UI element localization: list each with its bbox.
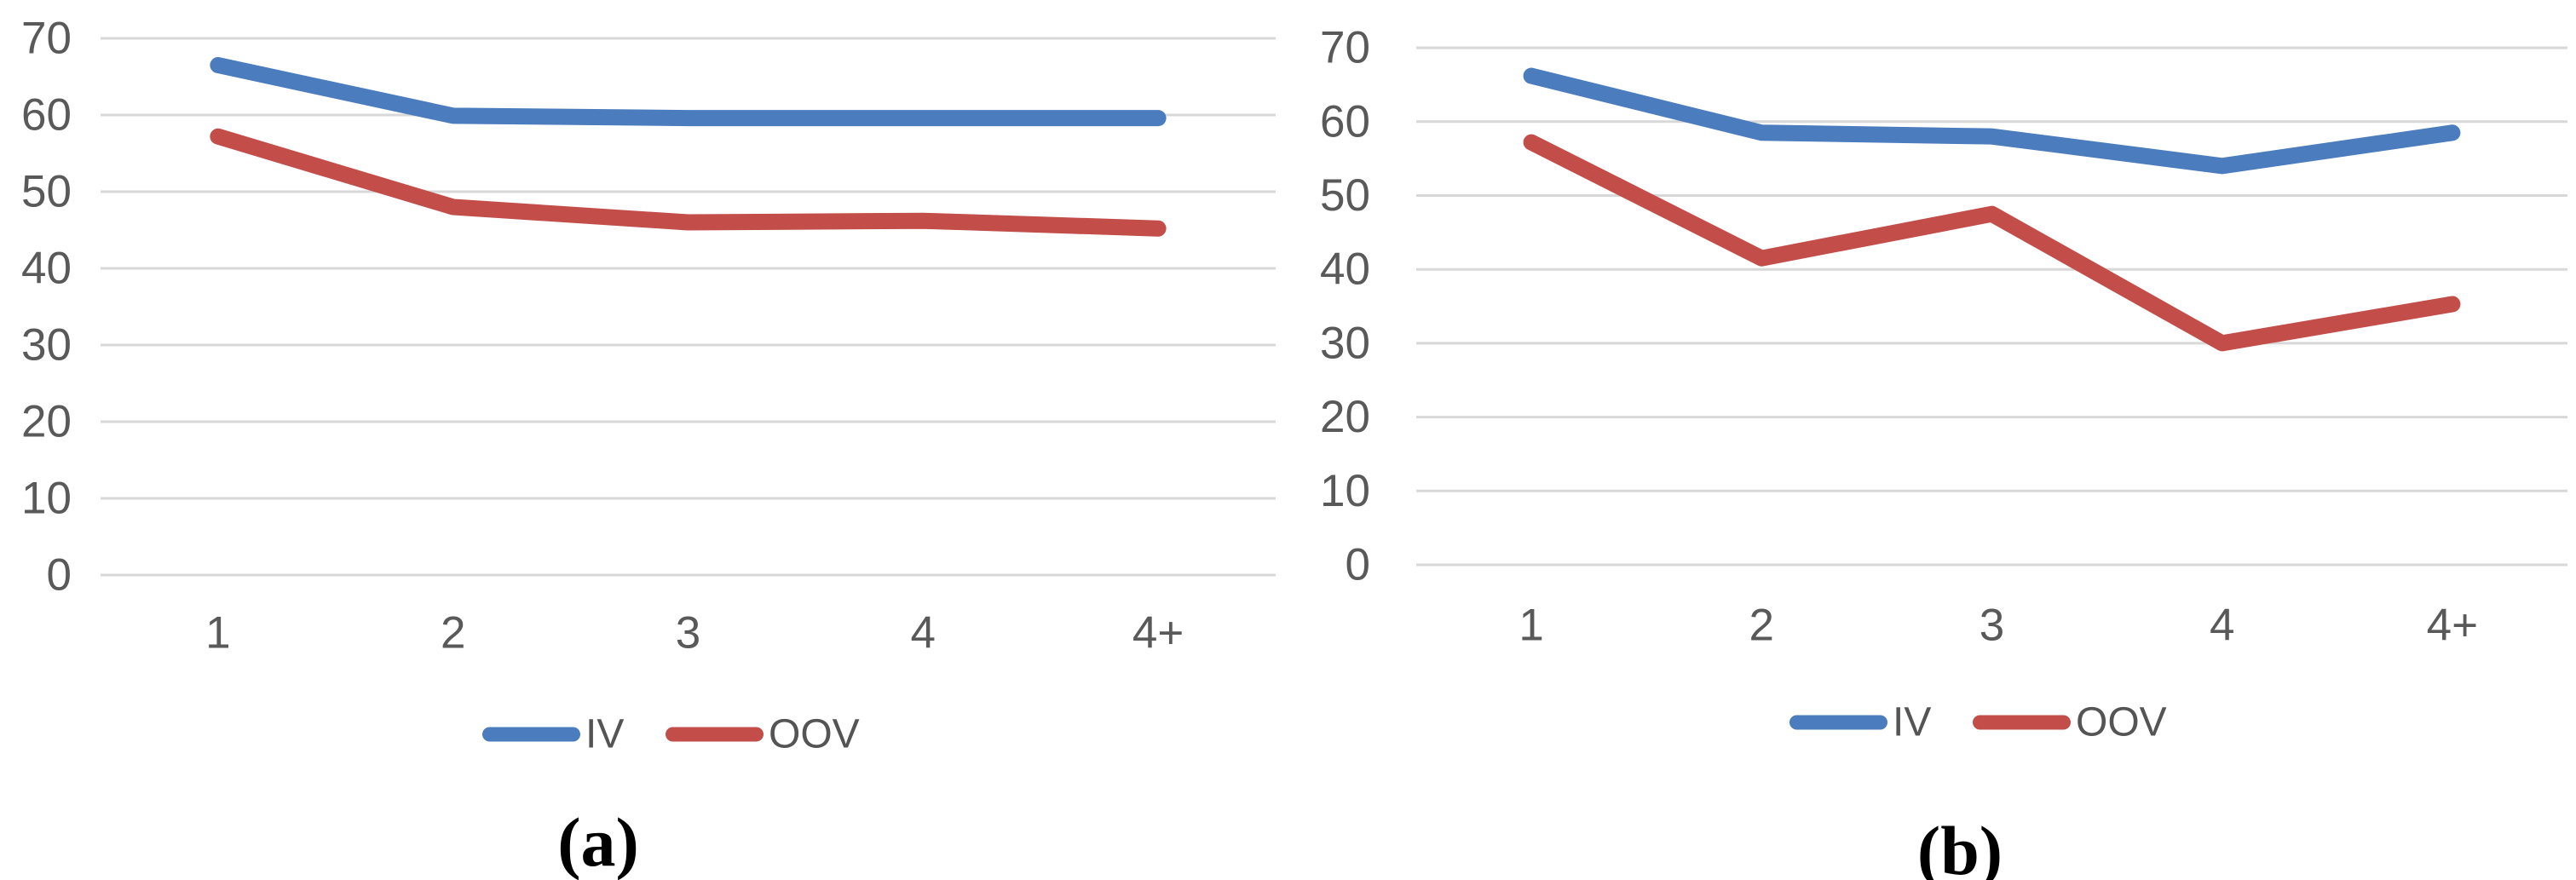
y-axis-tick-labels: 0 10 20 30 40 50 60 70 <box>21 14 72 601</box>
x-axis-category-labels: 1 2 3 4 4+ <box>205 608 1184 659</box>
chart-panel-a: 0 10 20 30 40 50 60 70 1 2 3 4 4+ IV OOV (a) <box>21 14 1276 880</box>
x-category-label: 4+ <box>2427 601 2478 651</box>
y-tick-label: 0 <box>1346 540 1370 590</box>
legend-swatch-oov <box>1973 715 2071 730</box>
legend-swatch-iv <box>1789 715 1887 730</box>
gridlines <box>1416 46 2567 567</box>
x-category-label: 1 <box>205 608 230 659</box>
y-tick-label: 10 <box>21 474 72 524</box>
x-category-label: 1 <box>1519 601 1543 651</box>
x-category-label: 3 <box>676 608 700 659</box>
legend-label-oov: OOV <box>2076 700 2167 745</box>
legend-swatch-oov <box>666 727 764 742</box>
y-tick-label: 70 <box>1320 23 1370 73</box>
series-line-iv <box>1523 67 2461 175</box>
legend-label-iv: IV <box>1893 700 1931 745</box>
y-tick-label: 40 <box>21 244 72 294</box>
y-tick-label: 50 <box>21 167 72 217</box>
y-tick-label: 20 <box>1320 392 1370 442</box>
x-category-label: 4 <box>911 608 936 659</box>
x-category-label: 2 <box>441 608 465 659</box>
legend-label-iv: IV <box>585 712 624 757</box>
legend-swatch-iv <box>482 727 580 742</box>
y-tick-label: 30 <box>21 320 72 371</box>
y-axis-tick-labels: 0 10 20 30 40 50 60 70 <box>1320 23 1370 590</box>
y-tick-label: 30 <box>1320 318 1370 368</box>
y-tick-label: 50 <box>1320 170 1370 221</box>
panel-caption-a: (a) <box>557 803 639 880</box>
series-line-oov <box>210 128 1167 237</box>
series-line-oov <box>1523 134 2461 352</box>
x-category-label: 4+ <box>1132 608 1184 659</box>
legend-label-oov: OOV <box>769 712 860 757</box>
y-tick-label: 0 <box>47 550 72 601</box>
legend: IV OOV <box>1789 700 2167 745</box>
x-category-label: 2 <box>1749 601 1774 651</box>
y-tick-label: 20 <box>21 397 72 447</box>
y-tick-label: 70 <box>21 14 72 64</box>
y-tick-label: 60 <box>1320 96 1370 147</box>
legend: IV OOV <box>482 712 860 757</box>
y-tick-label: 10 <box>1320 466 1370 516</box>
gridlines <box>101 37 1276 577</box>
panel-caption-b: (b) <box>1917 812 2003 880</box>
y-tick-label: 60 <box>21 90 72 141</box>
series-line-iv <box>210 57 1167 127</box>
y-tick-label: 40 <box>1320 244 1370 295</box>
x-category-label: 4 <box>2210 601 2234 651</box>
chart-panel-b: 0 10 20 30 40 50 60 70 1 2 3 4 4+ IV OOV (b) <box>1320 23 2567 880</box>
x-axis-category-labels: 1 2 3 4 4+ <box>1519 601 2478 651</box>
x-category-label: 3 <box>1980 601 2004 651</box>
